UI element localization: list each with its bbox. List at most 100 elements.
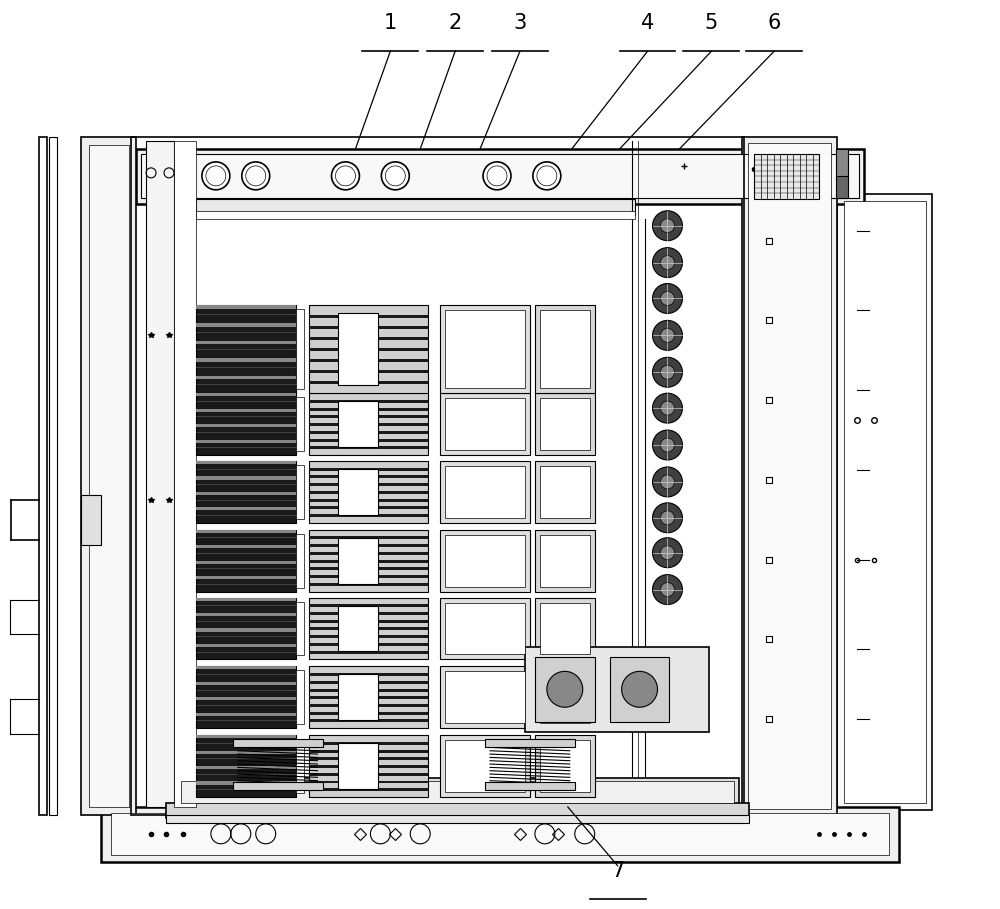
- Bar: [445, 740, 525, 792]
- Bar: [196, 628, 296, 632]
- Bar: [338, 674, 378, 720]
- Circle shape: [653, 430, 682, 460]
- Bar: [309, 742, 428, 744]
- Bar: [309, 400, 428, 403]
- Bar: [196, 409, 296, 412]
- Bar: [540, 311, 590, 388]
- Bar: [540, 672, 590, 724]
- Bar: [309, 359, 428, 363]
- Bar: [309, 560, 428, 563]
- Bar: [440, 597, 530, 659]
- Bar: [535, 394, 595, 455]
- Bar: [309, 530, 428, 592]
- Bar: [309, 544, 428, 547]
- Bar: [309, 750, 428, 753]
- Bar: [309, 765, 428, 768]
- Bar: [196, 530, 296, 592]
- Bar: [540, 603, 590, 654]
- Bar: [196, 394, 296, 455]
- Bar: [837, 194, 932, 810]
- Text: 2: 2: [449, 14, 462, 34]
- Bar: [101, 807, 899, 862]
- Bar: [196, 305, 296, 394]
- Circle shape: [661, 292, 674, 305]
- Bar: [309, 673, 428, 676]
- Circle shape: [202, 162, 230, 190]
- Bar: [309, 781, 428, 784]
- Bar: [309, 635, 428, 638]
- Bar: [196, 597, 296, 601]
- Bar: [196, 735, 296, 738]
- Circle shape: [622, 672, 658, 707]
- Bar: [141, 154, 859, 198]
- Bar: [309, 567, 428, 570]
- Circle shape: [242, 162, 270, 190]
- Bar: [748, 143, 831, 809]
- Bar: [296, 602, 304, 655]
- Circle shape: [653, 538, 682, 567]
- Bar: [309, 337, 428, 340]
- Bar: [309, 719, 428, 723]
- Bar: [309, 552, 428, 554]
- Bar: [196, 613, 296, 616]
- Bar: [309, 681, 428, 684]
- Bar: [296, 670, 304, 724]
- Bar: [309, 735, 428, 797]
- Bar: [440, 461, 530, 523]
- Bar: [296, 534, 304, 587]
- Bar: [196, 507, 296, 511]
- Bar: [196, 644, 296, 647]
- Bar: [309, 704, 428, 707]
- Bar: [309, 461, 428, 523]
- Bar: [445, 603, 525, 654]
- Bar: [146, 141, 174, 807]
- Bar: [836, 149, 848, 179]
- Bar: [309, 643, 428, 646]
- Bar: [309, 415, 428, 418]
- Bar: [309, 620, 428, 623]
- Bar: [174, 141, 196, 807]
- Bar: [166, 814, 749, 823]
- Bar: [196, 461, 296, 523]
- Bar: [196, 476, 296, 480]
- Bar: [196, 461, 296, 464]
- Bar: [196, 561, 296, 564]
- Bar: [540, 534, 590, 586]
- Bar: [196, 666, 296, 728]
- Bar: [196, 530, 296, 533]
- Bar: [196, 199, 635, 215]
- Bar: [844, 201, 926, 803]
- Text: 7: 7: [611, 861, 624, 881]
- Bar: [309, 438, 428, 442]
- Bar: [445, 672, 525, 724]
- Bar: [309, 407, 428, 411]
- Circle shape: [661, 511, 674, 524]
- Bar: [309, 612, 428, 615]
- Bar: [309, 370, 428, 374]
- Bar: [309, 536, 428, 539]
- Bar: [309, 651, 428, 654]
- Bar: [196, 545, 296, 548]
- Bar: [196, 394, 296, 396]
- Text: 4: 4: [641, 14, 654, 34]
- Circle shape: [661, 328, 674, 343]
- Bar: [309, 431, 428, 434]
- Bar: [196, 341, 296, 345]
- Circle shape: [653, 394, 682, 423]
- Circle shape: [653, 467, 682, 497]
- Circle shape: [661, 401, 674, 415]
- Bar: [309, 575, 428, 578]
- Bar: [196, 597, 296, 659]
- Bar: [296, 465, 304, 519]
- Bar: [525, 647, 709, 732]
- Bar: [196, 358, 296, 362]
- Bar: [309, 315, 428, 318]
- Bar: [338, 314, 378, 385]
- Bar: [196, 682, 296, 684]
- Bar: [535, 597, 595, 659]
- Bar: [309, 696, 428, 699]
- Bar: [39, 137, 47, 814]
- Bar: [309, 506, 428, 509]
- Bar: [535, 657, 595, 722]
- Bar: [309, 583, 428, 585]
